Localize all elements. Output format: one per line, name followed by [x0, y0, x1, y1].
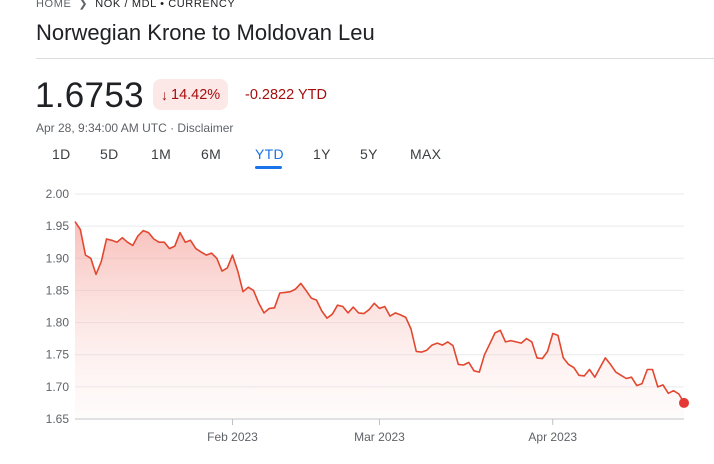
arrow-down-icon: ↓ — [161, 86, 168, 103]
title-divider — [36, 58, 714, 59]
change-percent-badge: ↓ 14.42% — [153, 79, 229, 110]
price-area — [75, 221, 684, 419]
x-tick-label: Apr 2023 — [528, 430, 577, 444]
price-line — [74, 221, 685, 404]
y-tick-label: 2.00 — [46, 187, 70, 201]
tab-max[interactable]: MAX — [410, 146, 442, 162]
breadcrumb-pair: NOK / MDL • CURRENCY — [95, 0, 236, 10]
x-tick-label: Mar 2023 — [354, 430, 405, 444]
tab-5d[interactable]: 5D — [100, 146, 119, 162]
timestamp: Apr 28, 9:34:00 AM UTC — [36, 121, 167, 135]
price-chart[interactable]: 2.00 1.95 1.90 1.85 1.80 1.75 1.70 1.65 Feb 202… — [0, 180, 714, 464]
breadcrumb-home-link[interactable]: HOME — [36, 0, 72, 10]
tab-6m[interactable]: 6M — [201, 146, 222, 162]
y-tick-label: 1.75 — [46, 348, 70, 362]
disclaimer-link[interactable]: Disclaimer — [177, 121, 234, 135]
tab-ytd[interactable]: YTD — [255, 146, 284, 162]
y-tick-label: 1.95 — [46, 219, 70, 233]
y-tick-label: 1.65 — [46, 412, 70, 426]
tab-1m[interactable]: 1M — [151, 146, 172, 162]
page-title: Norwegian Krone to Moldovan Leu — [36, 20, 375, 45]
change-ytd-value: -0.2822 YTD — [245, 87, 327, 103]
y-tick-label: 1.85 — [46, 283, 70, 297]
current-price: 1.6753 — [35, 76, 144, 115]
tab-1y[interactable]: 1Y — [313, 146, 331, 162]
chevron-right-icon: ❯ — [78, 0, 89, 10]
timestamp-line: Apr 28, 9:34:00 AM UTC · Disclaimer — [36, 121, 233, 135]
y-tick-label: 1.90 — [46, 251, 70, 265]
tab-1d[interactable]: 1D — [52, 146, 71, 162]
y-tick-label: 1.70 — [46, 380, 70, 394]
active-tab-indicator — [255, 166, 282, 169]
y-tick-label: 1.80 — [46, 316, 70, 330]
change-percent-value: 14.42% — [171, 86, 221, 103]
separator-dot: · — [170, 121, 178, 135]
tab-5y[interactable]: 5Y — [360, 146, 378, 162]
x-tick-label: Feb 2023 — [207, 430, 258, 444]
last-price-marker — [679, 397, 689, 408]
breadcrumb: HOME ❯ NOK / MDL • CURRENCY — [36, 0, 235, 10]
